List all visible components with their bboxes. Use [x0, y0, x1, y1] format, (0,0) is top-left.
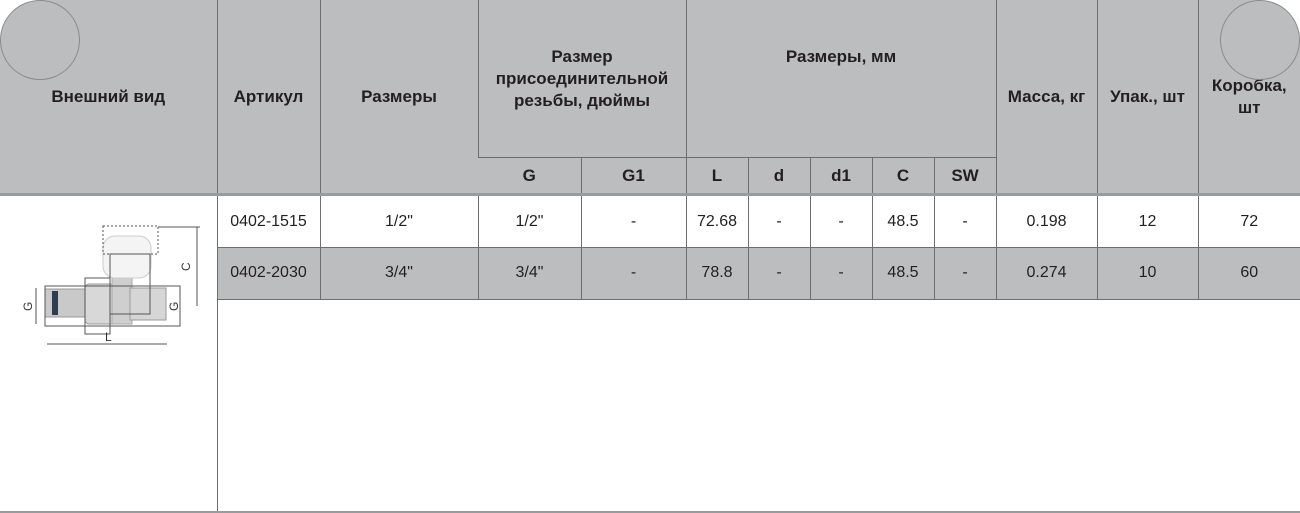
header-dims: Размеры, мм: [685, 0, 997, 158]
table-row: 0402-2030 3/4" 3/4" - 78.8 - - 48.5 - 0.…: [0, 247, 1300, 300]
cell-c: 48.5: [871, 194, 934, 248]
corner-decoration: [0, 0, 80, 80]
cell-g: 1/2": [477, 194, 581, 248]
header-g: G: [478, 157, 581, 196]
header-d: d: [747, 157, 810, 196]
cell-d1: -: [809, 247, 872, 300]
header-pack: Упак., шт: [1096, 0, 1199, 196]
cell-size: 1/2": [319, 194, 478, 248]
drawing-label-l: L: [105, 330, 112, 344]
cell-box: 60: [1197, 247, 1300, 300]
cell-pack: 12: [1096, 194, 1199, 248]
cell-l: 78.8: [685, 247, 748, 300]
valve-photo: [44, 235, 167, 325]
header-l: L: [685, 157, 748, 196]
cell-g: 3/4": [477, 247, 581, 300]
cell-box: 72: [1197, 194, 1300, 248]
header-g1: G1: [580, 157, 686, 196]
cell-d: -: [747, 247, 810, 300]
header-thread: Размер присоединительной резьбы, дюймы: [477, 0, 686, 158]
drawing-label-g-left: G: [21, 302, 35, 311]
valve-photo-and-drawing: C G G L: [21, 225, 200, 345]
cell-mass: 0.198: [995, 194, 1098, 248]
cell-article: 0402-1515: [216, 194, 320, 248]
product-image-cell: C G G L: [0, 194, 217, 513]
header-sizes: Размеры: [319, 0, 478, 196]
cell-d1: -: [809, 194, 872, 248]
drawing-label-g-right: G: [167, 302, 181, 311]
empty-area: [216, 299, 1300, 513]
valve-dimension-drawing: [35, 225, 200, 345]
cell-d: -: [747, 194, 810, 248]
cell-g1: -: [580, 247, 686, 300]
cell-l: 72.68: [685, 194, 748, 248]
table-row: C G G L 0402-1515 1/2" 1/2" - 72.68 - - …: [0, 194, 1300, 513]
drawing-label-c: C: [179, 262, 193, 271]
header-appearance: Внешний вид: [0, 0, 217, 196]
cell-c: 48.5: [871, 247, 934, 300]
cell-mass: 0.274: [995, 247, 1098, 300]
cell-article: 0402-2030: [216, 247, 320, 300]
cell-sw: -: [933, 247, 997, 300]
cell-pack: 10: [1096, 247, 1199, 300]
header-article: Артикул: [216, 0, 320, 196]
header-sw: SW: [933, 157, 997, 196]
header-mass: Масса, кг: [995, 0, 1098, 196]
cell-sw: -: [933, 194, 997, 248]
header-c: C: [871, 157, 934, 196]
cell-size: 3/4": [319, 247, 478, 300]
corner-decoration: [1220, 0, 1300, 80]
cell-g1: -: [580, 194, 686, 248]
header-d1: d1: [809, 157, 872, 196]
